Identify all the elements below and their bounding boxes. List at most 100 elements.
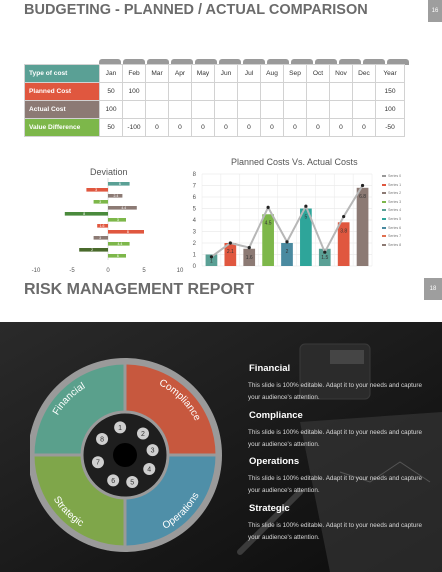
legend-label: Series 8 <box>388 242 402 247</box>
risk-item-title: Financial <box>249 363 291 374</box>
legend-label: Series 7 <box>388 234 402 239</box>
costs-bar-label: 3.8 <box>340 228 347 234</box>
wheel-number-dot <box>114 421 127 434</box>
wheel-number: 3 <box>151 448 155 455</box>
costs-y-tick: 7 <box>193 184 197 190</box>
costs-bar <box>224 243 237 266</box>
costs-line-point <box>209 255 214 259</box>
costs-chart: 0 1 2 3 4 5 6 7 8 1 2.1 1.6 4.5 2 5 1.5 3.8 6.8 <box>193 172 373 270</box>
costs-y-tick: 3 <box>193 230 197 236</box>
table-cell: 100 <box>99 100 123 119</box>
deviation-bar-label: 3 <box>117 218 119 222</box>
legend-swatch <box>382 209 386 212</box>
deviation-x-tick: 5 <box>142 268 146 274</box>
costs-bar-label: 2 <box>286 249 289 255</box>
costs-bar-label: 5 <box>304 215 307 221</box>
column-header: Aug <box>260 64 284 83</box>
costs-line-point <box>304 204 308 208</box>
costs-line-point <box>323 250 327 254</box>
table-cell <box>191 100 215 119</box>
costs-bar-label: 6.8 <box>359 194 366 200</box>
risk-item-text: This slide is 100% editable. Adapt it to… <box>248 522 422 541</box>
legend-label: Series 5 <box>388 217 402 221</box>
wheel-number: 8 <box>100 436 104 443</box>
deviation-x-tick: 0 <box>106 268 110 274</box>
costs-legend-item: Series 0 <box>382 174 401 178</box>
wheel-number: 2 <box>141 431 145 438</box>
legend-label: Series 1 <box>388 182 402 187</box>
costs-legend-item: Series 2 <box>382 191 401 195</box>
costs-legend-item: Series 7 <box>382 234 401 238</box>
table-cell: 0 <box>329 118 353 137</box>
costs-legend-item: Series 8 <box>382 243 401 247</box>
table-cell <box>168 82 192 101</box>
budget-title: BUDGETING - PLANNED / ACTUAL COMPARISON <box>24 2 368 18</box>
deviation-bar-label: 3 <box>99 236 101 240</box>
table-cell: 0 <box>145 118 169 137</box>
risk-item-title: Strategic <box>249 503 290 514</box>
risk-item-title: Operations <box>249 456 300 467</box>
deviation-bar-label: 8 <box>83 212 85 216</box>
wheel-number-dot <box>91 456 104 469</box>
costs-chart-title: Planned Costs Vs. Actual Costs <box>231 157 358 167</box>
wheel-number: 7 <box>96 460 100 467</box>
column-tab <box>291 59 313 65</box>
table-cell: 0 <box>283 118 307 137</box>
column-tab <box>315 59 337 65</box>
risk-background-art <box>0 322 442 572</box>
column-tab <box>363 59 385 65</box>
risk-item-text: This slide is 100% editable. Adapt it to… <box>248 429 422 448</box>
wheel-number: 1 <box>118 425 122 432</box>
costs-bar <box>262 214 274 266</box>
legend-swatch <box>382 218 386 221</box>
wheel-number: 5 <box>130 480 134 487</box>
table-row: Actual Cost 100 100 <box>24 100 405 119</box>
table-cell: 0 <box>260 118 284 137</box>
row-header: Planned Cost <box>24 82 100 101</box>
costs-line-point <box>360 183 365 188</box>
column-tab <box>123 59 145 65</box>
legend-swatch <box>382 226 386 229</box>
legend-swatch <box>382 200 386 203</box>
deviation-bar-label: 4.4 <box>121 206 126 210</box>
risk-item-text: This slide is 100% editable. Adapt it to… <box>248 382 422 401</box>
legend-swatch <box>382 243 386 246</box>
table-cell <box>237 100 261 119</box>
wheel-number-dot <box>107 474 120 487</box>
deviation-bar-label: 2.4 <box>113 194 118 198</box>
column-tab <box>99 59 121 65</box>
costs-bar-label: 2.1 <box>227 249 234 255</box>
risk-item-text: This slide is 100% editable. Adapt it to… <box>248 475 422 494</box>
table-cell: -50 <box>375 118 405 137</box>
legend-label: Series 4 <box>388 208 402 213</box>
column-header: Apr <box>168 64 192 83</box>
table-cell <box>329 100 353 119</box>
column-tab <box>147 59 169 65</box>
calculator-icon <box>299 343 371 400</box>
wheel-number-dot <box>143 463 156 475</box>
deviation-x-tick: -5 <box>69 268 75 274</box>
deviation-bar <box>64 212 108 216</box>
legend-label: Series 3 <box>388 199 402 204</box>
costs-legend-item: Series 3 <box>382 200 401 204</box>
costs-line-point <box>266 205 270 209</box>
wheel-center <box>113 443 137 467</box>
table-cell: 50 <box>99 82 123 101</box>
legend-swatch <box>382 183 386 186</box>
column-header: Nov <box>329 64 353 83</box>
table-header-row: Type of cost Jan Feb Mar Apr May Jun Jul Aug Sep O… <box>24 64 405 83</box>
deviation-bar-label: 8 <box>127 230 129 234</box>
row-header: Value Difference <box>24 118 100 137</box>
costs-bar <box>356 187 369 266</box>
wheel-number-dot <box>146 444 159 457</box>
wheel-number: 6 <box>111 478 115 485</box>
legend-swatch <box>382 192 386 195</box>
deviation-bar-label: 1.6 <box>100 224 105 228</box>
table-cell <box>122 100 146 119</box>
deviation-bar <box>108 194 123 198</box>
deviation-bar <box>108 230 144 234</box>
deviation-bar-label: 6 <box>119 182 121 186</box>
costs-bar <box>281 243 293 266</box>
table-cell: 0 <box>214 118 238 137</box>
deviation-bar-label: 2 <box>91 248 93 252</box>
